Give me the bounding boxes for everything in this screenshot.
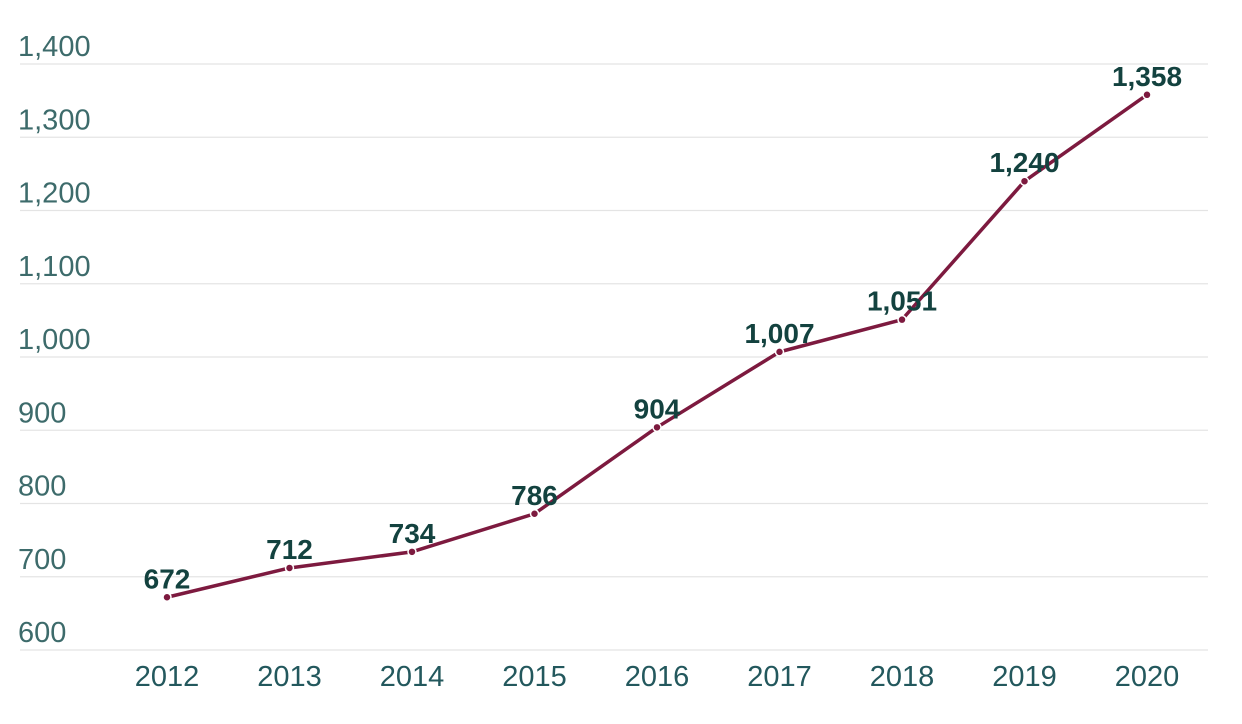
data-label: 1,007 (744, 318, 814, 349)
data-label: 734 (389, 518, 436, 549)
data-label: 904 (634, 393, 681, 424)
data-point (162, 592, 172, 603)
data-labels: 672 712 734 786 904 1,007 1,051 1,240 1,358 (144, 61, 1182, 594)
data-point (529, 509, 540, 519)
y-tick-label: 800 (18, 471, 66, 503)
x-tick-label: 2015 (502, 661, 567, 693)
data-point (1019, 176, 1030, 186)
data-label: 1,358 (1112, 61, 1182, 92)
data-point (897, 314, 907, 325)
data-point (1142, 90, 1152, 100)
x-tick-label: 2016 (625, 661, 690, 693)
y-tick-label: 600 (18, 617, 66, 649)
x-tick-label: 2013 (257, 661, 322, 693)
data-point (652, 422, 662, 433)
data-label: 672 (144, 563, 191, 594)
x-tick-label: 2019 (992, 661, 1057, 693)
x-axis-tick-labels: 2012 2013 2014 2015 2016 2017 2018 2019 2020 (135, 661, 1180, 693)
x-tick-label: 2017 (747, 661, 812, 693)
x-tick-label: 2014 (380, 661, 445, 693)
data-point (407, 547, 417, 557)
y-tick-label: 1,300 (18, 104, 91, 136)
x-tick-label: 2020 (1115, 661, 1180, 693)
data-label: 1,051 (867, 286, 937, 317)
y-tick-label: 900 (18, 397, 66, 429)
data-points (162, 90, 1152, 603)
y-tick-label: 1,200 (18, 178, 91, 210)
data-point (284, 563, 295, 573)
data-point (774, 347, 785, 357)
data-label: 712 (266, 534, 313, 565)
data-label: 1,240 (989, 147, 1059, 178)
data-label: 786 (511, 480, 558, 511)
grid-layer (20, 63, 1208, 651)
y-tick-label: 1,100 (18, 251, 91, 283)
y-tick-label: 700 (18, 544, 66, 576)
y-tick-label: 1,400 (18, 31, 91, 63)
y-tick-label: 1,000 (18, 324, 91, 356)
y-axis-tick-labels: 600 700 800 900 1,000 1,100 1,200 1,300 1,400 (18, 31, 91, 649)
x-tick-label: 2012 (135, 661, 200, 693)
x-tick-label: 2018 (870, 661, 935, 693)
